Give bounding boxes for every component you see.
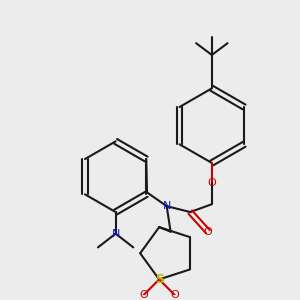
Text: S: S [155,273,164,286]
Text: O: O [208,178,216,188]
Text: N: N [163,201,171,211]
Text: O: O [170,290,179,300]
Text: N: N [112,229,120,238]
Text: O: O [139,290,148,300]
Text: O: O [203,227,212,237]
